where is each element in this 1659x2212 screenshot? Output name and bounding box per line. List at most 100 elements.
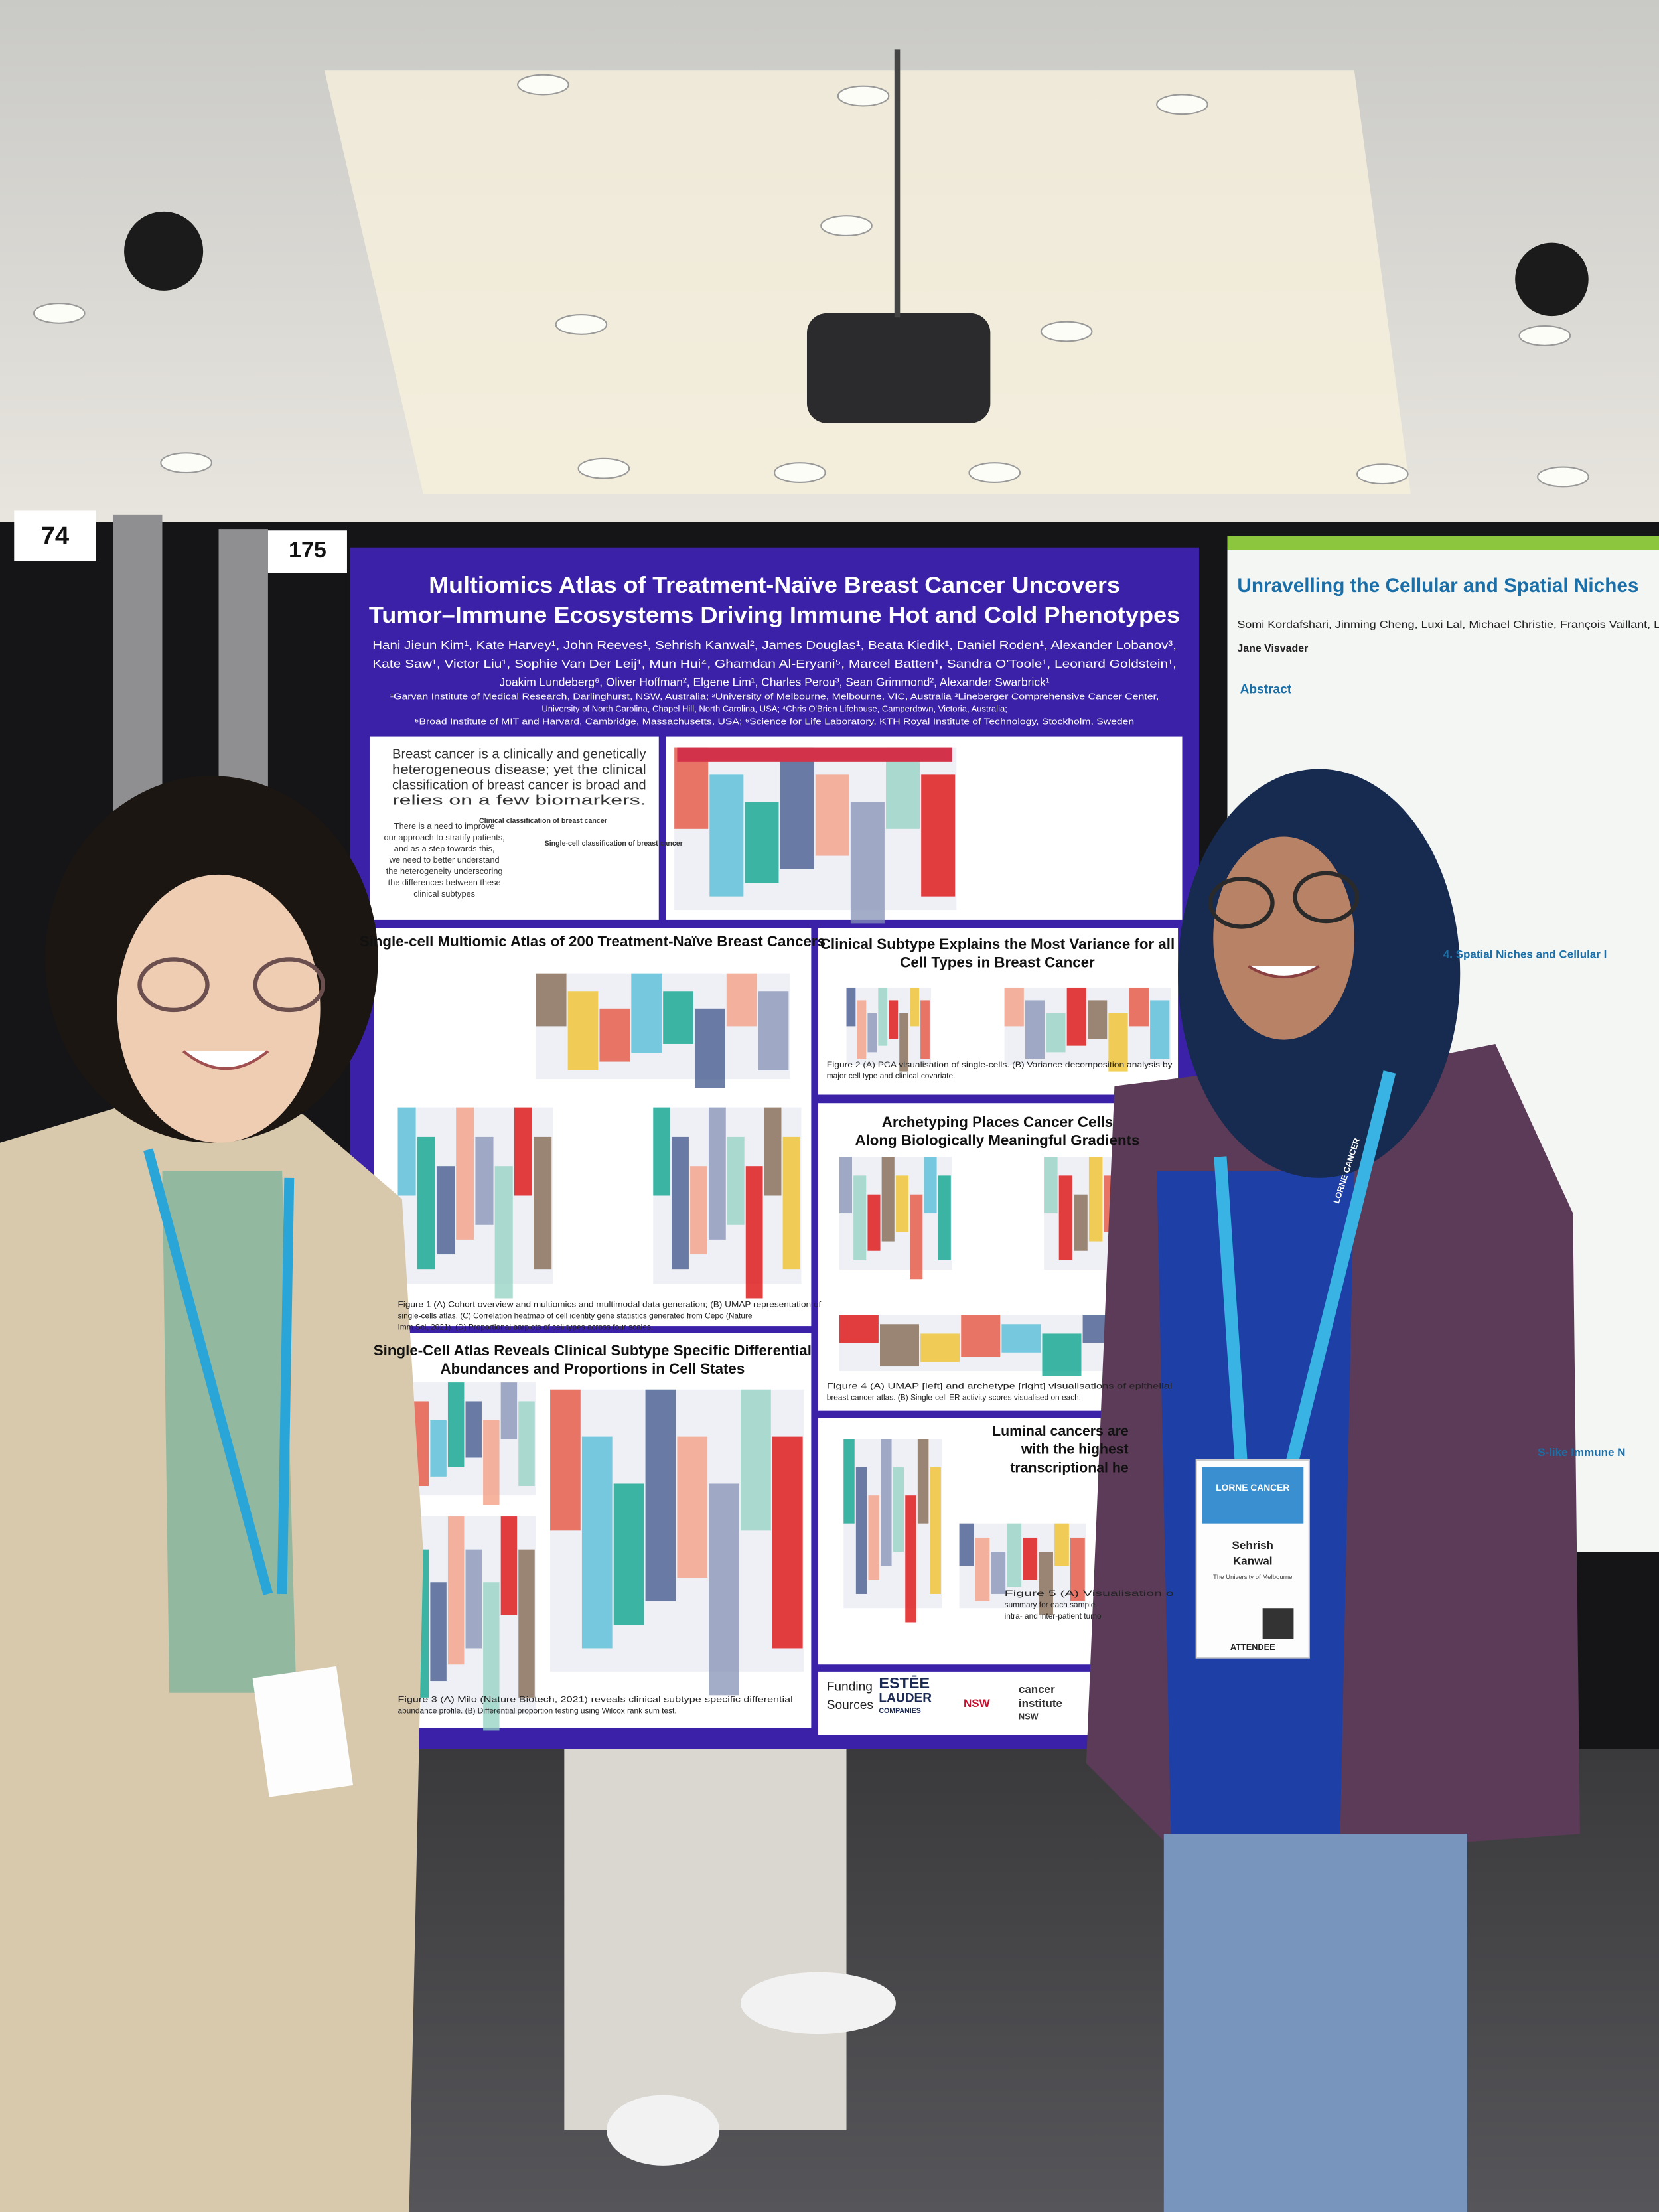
text: There is a need to improve: [394, 821, 495, 831]
text: Unravelling the Cellular and Spatial Nic…: [1237, 575, 1638, 597]
text: Figure 5 (A) Visualisation o: [1005, 1589, 1175, 1598]
text: Clinical Subtype Explains the Most Varia…: [820, 936, 1175, 952]
figure-detail: [447, 1382, 465, 1467]
figure-detail: [599, 1008, 630, 1062]
figure-detail: [938, 1175, 951, 1260]
text: Figure 4 (A) UMAP [left] and archetype […: [827, 1382, 1173, 1391]
stand-pole: [218, 529, 268, 826]
text: major cell type and clinical covariate.: [827, 1071, 956, 1080]
text: S-like Immune N: [1538, 1446, 1625, 1459]
text: ESTĒE: [879, 1674, 930, 1692]
sneaker: [607, 2095, 720, 2166]
text: abundance profile. (B) Differential prop…: [397, 1706, 676, 1716]
figure-detail: [867, 1194, 881, 1251]
figure-detail: [850, 802, 885, 924]
smile: [182, 1049, 269, 1070]
text: COMPANIES: [879, 1707, 920, 1715]
figure-detail: [1088, 1000, 1108, 1039]
text: Archetyping Places Cancer Cells: [882, 1114, 1114, 1130]
figure-detail: [690, 1166, 707, 1255]
text: Single-cell classification of breast can…: [545, 840, 683, 848]
figure-detail: [1088, 1157, 1103, 1242]
sneaker: [741, 1972, 896, 2035]
figure-detail: [920, 1333, 960, 1362]
figure-detail: [663, 991, 693, 1044]
text: Single-Cell Atlas Reveals Clinical Subty…: [374, 1342, 812, 1359]
figure-detail: [1044, 1157, 1058, 1214]
text: classification of breast cancer is broad…: [392, 778, 646, 792]
downlight: [1518, 325, 1571, 346]
downlight: [1537, 466, 1589, 488]
figure-detail: [494, 1166, 513, 1299]
text: Somi Kordafshari, Jinming Cheng, Luxi La…: [1237, 619, 1659, 630]
figure-detail: [483, 1582, 500, 1731]
figure-detail: [709, 774, 744, 897]
figure-detail: [910, 987, 919, 1027]
figure-detail: [930, 1467, 941, 1594]
face: [117, 874, 321, 1143]
booth-number-card: [14, 510, 96, 562]
text: Sehrish: [1232, 1539, 1273, 1552]
stage-light: [124, 211, 204, 291]
figure-detail: [430, 1420, 447, 1477]
text: NSW: [1019, 1711, 1039, 1721]
figure-detail: [447, 1516, 465, 1665]
figure-detail: [878, 987, 888, 1046]
figure-detail: [1001, 1324, 1041, 1353]
overview-heatmap: [677, 747, 952, 762]
figure-detail: [1070, 1537, 1085, 1601]
figure-detail: [1042, 1333, 1082, 1376]
text: relies on a few biomarkers.: [392, 794, 646, 808]
figure-detail: [694, 1008, 725, 1088]
downlight: [820, 215, 873, 237]
figure-detail: [920, 1000, 930, 1059]
figure-detail: [1007, 1523, 1022, 1587]
figure-detail: [475, 1136, 494, 1225]
figure-detail: [1054, 1523, 1069, 1566]
face: [1213, 836, 1354, 1040]
figure-detail: [397, 1107, 416, 1196]
figure-detail: [1039, 1552, 1053, 1615]
downlight: [160, 452, 212, 474]
text: breast cancer atlas. (B) Single-cell ER …: [827, 1393, 1081, 1402]
figure-detail: [780, 747, 814, 869]
badge-banner: [1202, 1467, 1304, 1524]
figure-detail: [645, 1389, 676, 1601]
figure-detail: [1150, 1000, 1170, 1059]
text: ¹Garvan Institute of Medical Research, D…: [390, 691, 1159, 701]
text: clinical subtypes: [413, 889, 475, 899]
text: heterogeneous disease; yet the clinical: [392, 763, 646, 777]
figure-detail: [745, 1166, 763, 1299]
figure-detail: [745, 802, 779, 883]
text: Breast cancer is a clinically and geneti…: [392, 747, 647, 762]
figure-detail: [868, 1495, 879, 1580]
passerby-trousers: [564, 1749, 847, 2130]
figure-detail: [536, 973, 567, 1027]
figure-detail: [1023, 1537, 1038, 1580]
lanyard: [1214, 1070, 1396, 1469]
figure-detail: [514, 1107, 532, 1196]
figure-detail: [567, 991, 599, 1070]
text: Kate Saw¹, Victor Liu¹, Sophie Van Der L…: [372, 657, 1177, 670]
figure-detail: [857, 1000, 867, 1059]
text: intra- and inter-patient tumo: [1005, 1611, 1102, 1621]
downlights: [33, 74, 1589, 488]
text: and as a step towards this,: [394, 844, 495, 853]
figure-detail: [1046, 1013, 1066, 1053]
figure-detail: [959, 1523, 974, 1566]
lanyard: [143, 1148, 295, 1595]
glasses: [1293, 871, 1360, 924]
figure-detail: [893, 1467, 904, 1552]
figure-detail: [991, 1552, 1006, 1594]
figure-detail: [881, 1157, 895, 1242]
figure-detail: [758, 991, 789, 1070]
text: 175: [289, 538, 326, 563]
figure-detail: [843, 1439, 855, 1524]
figure-detail: [881, 1439, 892, 1566]
downlight: [837, 85, 890, 107]
figure-detail: [483, 1420, 500, 1505]
booth-number-card: [267, 530, 347, 573]
figure-detail: [1058, 1175, 1073, 1260]
projector: [806, 313, 991, 423]
figure-detail: [500, 1382, 518, 1439]
